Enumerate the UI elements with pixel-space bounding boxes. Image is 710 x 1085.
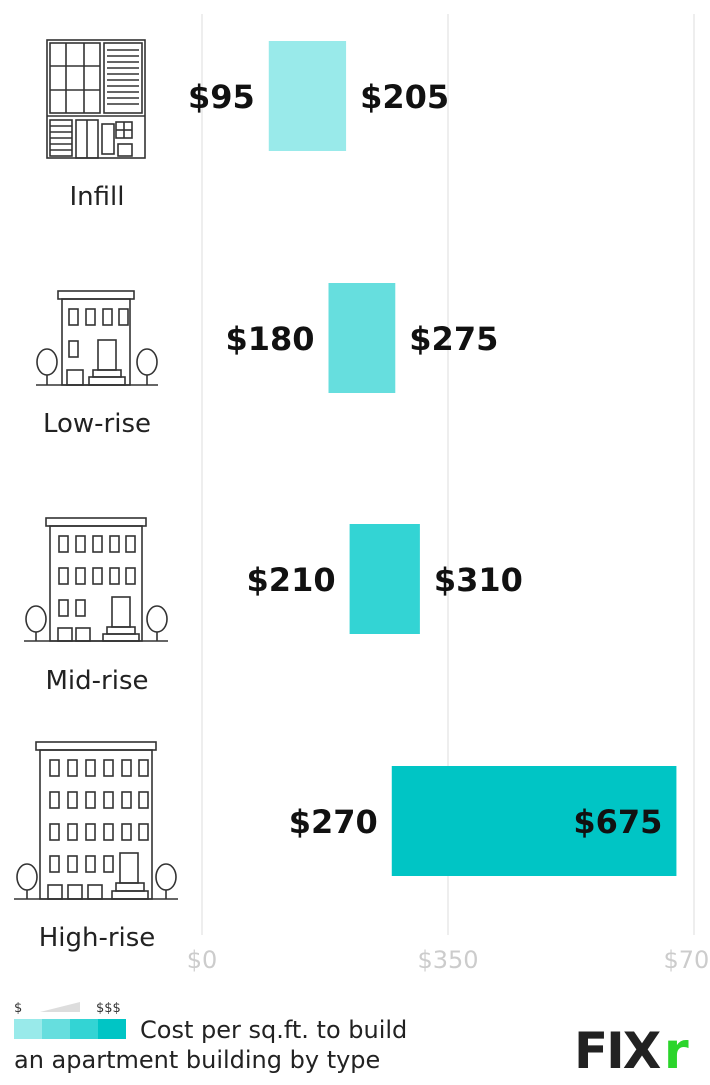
legend-swatch [70, 1019, 98, 1039]
legend: $ $$$ Cost per sq.ft. to build an apartm… [14, 1001, 407, 1074]
high-value-label: $205 [360, 78, 449, 116]
mid-rise-building-icon [24, 517, 168, 642]
range-bar [391, 766, 677, 876]
low-value-label: $95 [188, 78, 255, 116]
infill-building-icon [46, 39, 146, 159]
legend-swatch [98, 1019, 126, 1039]
category-label-infill: Infill [70, 182, 125, 212]
brand-accent: r [664, 1022, 689, 1080]
legend-swatches [14, 1019, 126, 1039]
x-tick-label: $350 [417, 946, 478, 974]
low-value-label: $180 [225, 320, 314, 358]
legend-high-symbol: $$$ [96, 1001, 121, 1016]
legend-swatch [14, 1019, 42, 1039]
fixr-logo: FIX r [574, 1022, 691, 1080]
category-label-mid-rise: Mid-rise [46, 666, 149, 696]
legend-swatch [42, 1019, 70, 1039]
category-label-high-rise: High-rise [39, 923, 156, 953]
high-value-label: $310 [434, 561, 523, 599]
legend-text-line2: an apartment building by type [14, 1046, 380, 1074]
range-bar [349, 524, 420, 634]
high-value-label: $675 [573, 803, 662, 841]
brand-name: FIX [574, 1022, 661, 1080]
legend-text-line1: Cost per sq.ft. to build [140, 1016, 407, 1044]
high-value-label: $275 [409, 320, 498, 358]
x-axis-ticks: $0 $350 $700 [187, 946, 710, 974]
low-value-label: $270 [289, 803, 378, 841]
low-rise-building-icon [36, 290, 158, 386]
range-bar [268, 41, 347, 151]
legend-wedge [40, 1002, 80, 1012]
high-rise-building-icon [14, 741, 178, 900]
category-label-low-rise: Low-rise [43, 409, 151, 439]
range-bar [328, 283, 396, 393]
low-value-label: $210 [247, 561, 336, 599]
x-tick-label: $0 [187, 946, 218, 974]
x-tick-label: $700 [663, 946, 710, 974]
bars: $95 $205 $180 $275 $210 $310 $270 $675 [188, 41, 677, 876]
legend-low-symbol: $ [14, 1001, 22, 1016]
